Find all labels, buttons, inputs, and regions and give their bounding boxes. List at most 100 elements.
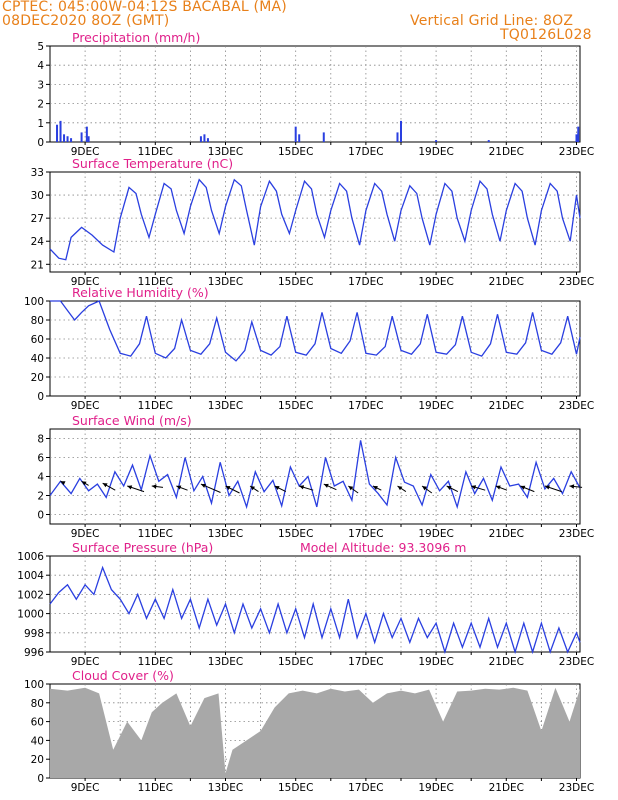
wind-arrow-head: [60, 481, 66, 486]
wind-arrow-head: [471, 485, 477, 490]
precip-title: Precipitation (mm/h): [72, 30, 200, 45]
temp-title: Surface Temperature (nC): [72, 156, 233, 171]
precip-bar: [322, 132, 325, 142]
pressure-ytick-label: 1000: [17, 609, 44, 621]
precip-bar: [577, 126, 580, 142]
precip-xtick-label: 17DEC: [348, 146, 383, 158]
temp-series-line: [49, 178, 581, 261]
precip-bar: [298, 134, 301, 142]
rh-title: Relative Humidity (%): [72, 285, 209, 300]
wind-arrow-head: [200, 483, 206, 488]
cloud-area: [50, 687, 580, 778]
cloud-xtick-label: 19DEC: [418, 782, 453, 794]
pressure-title: Surface Pressure (hPa): [72, 540, 213, 555]
model-altitude-label: Model Altitude: 93.3096 m: [300, 540, 466, 555]
temp-frame: [49, 171, 581, 273]
pressure-ytick-label: 1002: [17, 589, 44, 601]
cloud-ytick-label: 20: [31, 754, 44, 766]
precip-ytick-label: 1: [37, 118, 44, 130]
wind-arrow-head: [422, 486, 427, 491]
header-date: 08DEC2020 8OZ (GMT): [2, 13, 170, 29]
rh-ytick-label: 80: [31, 315, 44, 327]
rh-xtick-label: 19DEC: [418, 400, 453, 412]
pressure-xtick-label: 23DEC: [559, 656, 594, 668]
wind-xtick-label: 15DEC: [278, 528, 313, 540]
pressure-ytick-label: 1006: [17, 551, 44, 563]
precip-xtick-label: 19DEC: [418, 146, 453, 158]
wind-title: Surface Wind (m/s): [72, 413, 192, 428]
cloud-xtick-label: 23DEC: [559, 782, 594, 794]
precip-bar: [56, 124, 59, 142]
wind-xtick-label: 23DEC: [559, 528, 594, 540]
pressure-xtick-label: 13DEC: [208, 656, 243, 668]
temp-xtick-label: 23DEC: [559, 276, 594, 288]
wind-arrow-head: [544, 485, 550, 490]
pressure-xtick-label: 19DEC: [418, 656, 453, 668]
wind-arrow-head: [127, 485, 133, 490]
cloud-xtick-label: 11DEC: [138, 782, 173, 794]
precip-xtick-label: 15DEC: [278, 146, 313, 158]
wind-arrow-head: [348, 486, 354, 491]
temp-xtick-label: 21DEC: [489, 276, 524, 288]
precip-xtick-label: 11DEC: [138, 146, 173, 158]
cloud-ytick-label: 0: [37, 773, 44, 785]
wind-arrow-head: [274, 486, 280, 490]
rh-ytick-label: 0: [37, 391, 44, 403]
precip-xtick-label: 9DEC: [71, 146, 100, 158]
precip-bar: [59, 120, 62, 142]
wind-arrow-head: [102, 483, 108, 488]
pressure-ytick-label: 998: [24, 628, 44, 640]
precip-xtick-label: 13DEC: [208, 146, 243, 158]
wind-arrow-head: [372, 486, 378, 490]
precip-ytick-label: 3: [37, 79, 44, 91]
rh-xtick-label: 15DEC: [278, 400, 313, 412]
pressure-ytick-label: 1004: [17, 570, 44, 582]
precip-xtick-label: 23DEC: [559, 146, 594, 158]
pressure-xtick-label: 9DEC: [71, 656, 100, 668]
wind-arrow-head: [176, 485, 182, 490]
rh-ytick-label: 20: [31, 372, 44, 384]
wind-arrow-head: [569, 484, 575, 489]
cloud-panel: [46, 683, 581, 781]
header-location: CPTEC: 045:00W-04:12S BACABAL (MA): [2, 0, 287, 15]
temp-xtick-label: 17DEC: [348, 276, 383, 288]
temp-xtick-label: 11DEC: [138, 276, 173, 288]
rh-xtick-label: 23DEC: [559, 400, 594, 412]
precip-bar: [206, 138, 209, 142]
rh-xtick-label: 13DEC: [208, 400, 243, 412]
cloud-xtick-label: 17DEC: [348, 782, 383, 794]
pressure-xtick-label: 21DEC: [489, 656, 524, 668]
cloud-title: Cloud Cover (%): [72, 668, 174, 683]
wind-ytick-label: 6: [37, 453, 44, 465]
precip-bar: [66, 136, 69, 142]
wind-arrow-head: [397, 486, 403, 491]
temp-ytick-label: 24: [31, 236, 45, 248]
precip-bar: [294, 126, 297, 142]
precip-bar: [575, 134, 578, 142]
precip-ytick-label: 5: [37, 41, 44, 53]
header-run-code: TQ0126L028: [500, 27, 592, 43]
precip-bar: [203, 134, 206, 142]
precip-bar: [85, 126, 88, 142]
rh-xtick-label: 11DEC: [138, 400, 173, 412]
cloud-xtick-label: 21DEC: [489, 782, 524, 794]
precip-bar: [87, 136, 90, 142]
precip-bar: [399, 120, 402, 142]
temp-xtick-label: 15DEC: [278, 276, 313, 288]
precip-bar: [70, 138, 73, 142]
wind-arrow-head: [323, 483, 329, 488]
cloud-xtick-label: 9DEC: [71, 782, 100, 794]
temp-ytick-label: 27: [31, 213, 44, 225]
pressure-series-line: [49, 565, 581, 655]
temp-ytick-label: 30: [31, 190, 44, 202]
wind-xtick-label: 19DEC: [418, 528, 453, 540]
wind-panel: [46, 428, 583, 527]
rh-series-line: [50, 300, 581, 362]
precip-ytick-label: 4: [37, 60, 44, 72]
temp-xtick-label: 9DEC: [71, 276, 100, 288]
wind-arrow-head: [299, 485, 305, 490]
wind-xtick-label: 9DEC: [71, 528, 100, 540]
pressure-xtick-label: 15DEC: [278, 656, 313, 668]
temp-ytick-label: 21: [31, 259, 44, 271]
